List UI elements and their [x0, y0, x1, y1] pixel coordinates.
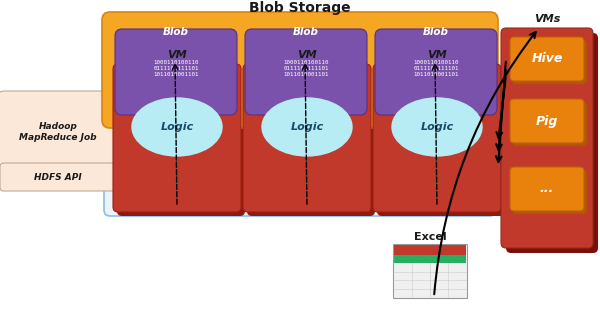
FancyBboxPatch shape: [510, 167, 584, 211]
FancyBboxPatch shape: [373, 64, 501, 212]
Text: Blob: Blob: [293, 27, 319, 37]
FancyBboxPatch shape: [375, 29, 497, 115]
Text: Blob: Blob: [163, 27, 189, 37]
FancyBboxPatch shape: [247, 68, 375, 216]
Text: Logic: Logic: [421, 122, 454, 132]
FancyBboxPatch shape: [510, 37, 584, 81]
Text: Pig: Pig: [536, 114, 558, 128]
Ellipse shape: [392, 98, 482, 156]
Bar: [394, 255, 466, 263]
FancyBboxPatch shape: [0, 91, 118, 173]
Text: HDFS API: HDFS API: [34, 173, 82, 181]
Ellipse shape: [260, 55, 520, 195]
Text: 1000110100110
0111101111101
1011010001101: 1000110100110 0111101111101 101101000110…: [413, 60, 459, 77]
FancyBboxPatch shape: [377, 68, 505, 216]
FancyBboxPatch shape: [113, 64, 241, 212]
Ellipse shape: [132, 98, 222, 156]
FancyBboxPatch shape: [506, 33, 598, 253]
FancyBboxPatch shape: [513, 102, 587, 146]
FancyBboxPatch shape: [245, 29, 367, 115]
FancyBboxPatch shape: [0, 163, 116, 191]
FancyBboxPatch shape: [513, 170, 587, 214]
Text: VM: VM: [427, 50, 447, 60]
Text: Logic: Logic: [160, 122, 194, 132]
Text: VM: VM: [297, 50, 317, 60]
Text: Logic: Logic: [290, 122, 323, 132]
FancyBboxPatch shape: [393, 244, 467, 298]
Text: Blob: Blob: [423, 27, 449, 37]
FancyBboxPatch shape: [104, 59, 496, 216]
FancyBboxPatch shape: [115, 29, 237, 115]
FancyBboxPatch shape: [510, 99, 584, 143]
FancyBboxPatch shape: [243, 64, 371, 212]
FancyBboxPatch shape: [501, 28, 593, 248]
FancyBboxPatch shape: [513, 40, 587, 84]
Text: VM: VM: [167, 50, 187, 60]
Text: Hadoop
MapReduce Job: Hadoop MapReduce Job: [19, 122, 97, 142]
Text: 1000110100110
0111101111101
1011010001101: 1000110100110 0111101111101 101101000110…: [283, 60, 329, 77]
FancyBboxPatch shape: [102, 12, 498, 128]
Text: Hive: Hive: [532, 53, 563, 66]
Text: 1000110100110
0111101111101
1011010001101: 1000110100110 0111101111101 101101000110…: [153, 60, 199, 77]
Text: Blob Storage: Blob Storage: [249, 1, 351, 15]
Text: VMs: VMs: [534, 14, 560, 24]
Ellipse shape: [262, 98, 352, 156]
Text: Excel: Excel: [413, 232, 446, 242]
Text: ...: ...: [540, 182, 554, 196]
FancyBboxPatch shape: [117, 68, 245, 216]
Bar: [394, 245, 466, 255]
